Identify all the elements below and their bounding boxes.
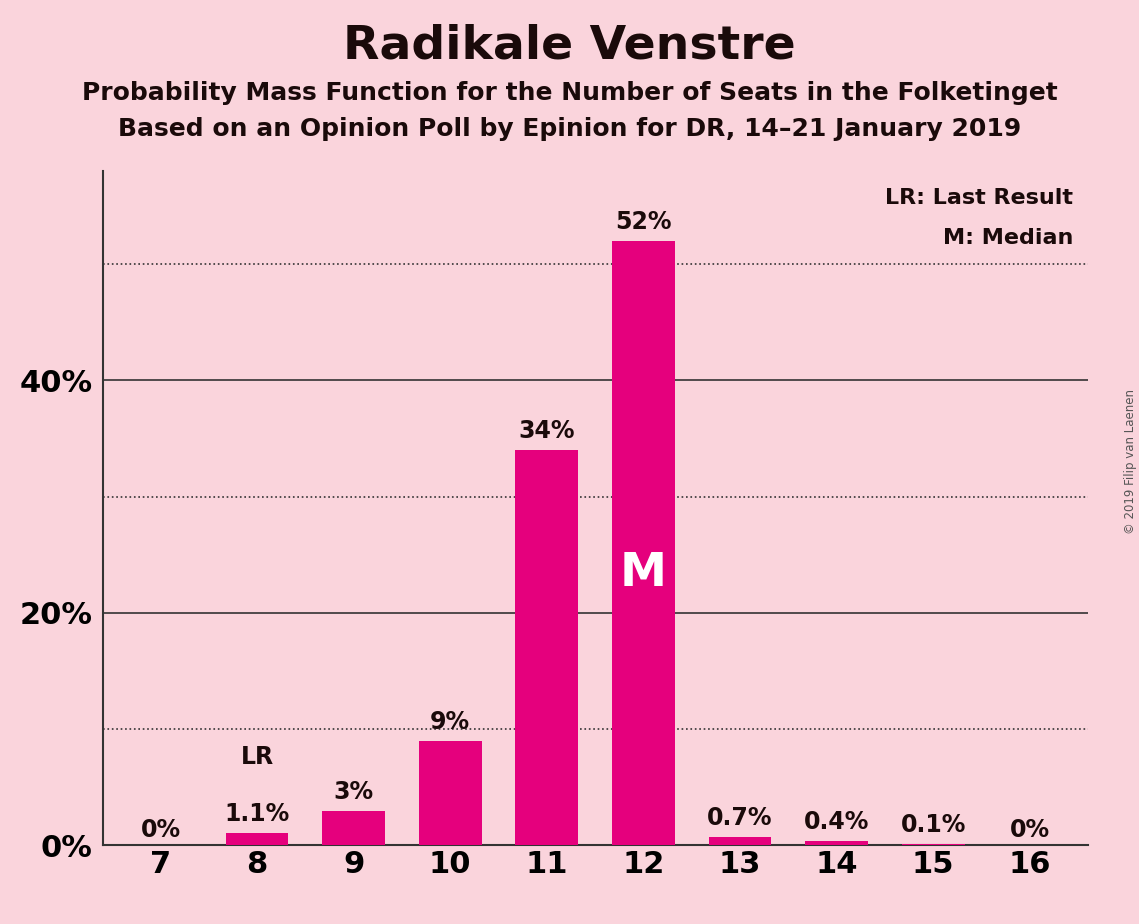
Bar [226,833,288,845]
Text: 52%: 52% [615,210,672,234]
Text: M: Median: M: Median [943,228,1073,249]
Text: Radikale Venstre: Radikale Venstre [343,23,796,68]
Text: 34%: 34% [518,419,575,444]
Text: LR: LR [240,745,273,769]
Text: Based on an Opinion Poll by Epinion for DR, 14–21 January 2019: Based on an Opinion Poll by Epinion for … [117,117,1022,141]
Bar [322,810,385,845]
Bar [419,741,482,845]
Text: 0%: 0% [140,818,180,842]
Bar [612,241,674,845]
Bar [708,837,771,845]
Text: © 2019 Filip van Laenen: © 2019 Filip van Laenen [1124,390,1137,534]
Text: 0.4%: 0.4% [804,809,869,833]
Bar [805,841,868,845]
Text: 9%: 9% [431,710,470,734]
Text: 0.1%: 0.1% [901,813,966,837]
Text: M: M [620,551,667,596]
Text: Probability Mass Function for the Number of Seats in the Folketinget: Probability Mass Function for the Number… [82,81,1057,105]
Text: LR: Last Result: LR: Last Result [885,188,1073,208]
Text: 3%: 3% [334,780,374,804]
Text: 0%: 0% [1010,818,1050,842]
Text: 1.1%: 1.1% [224,802,289,826]
Bar [516,450,579,845]
Text: 0.7%: 0.7% [707,807,772,831]
